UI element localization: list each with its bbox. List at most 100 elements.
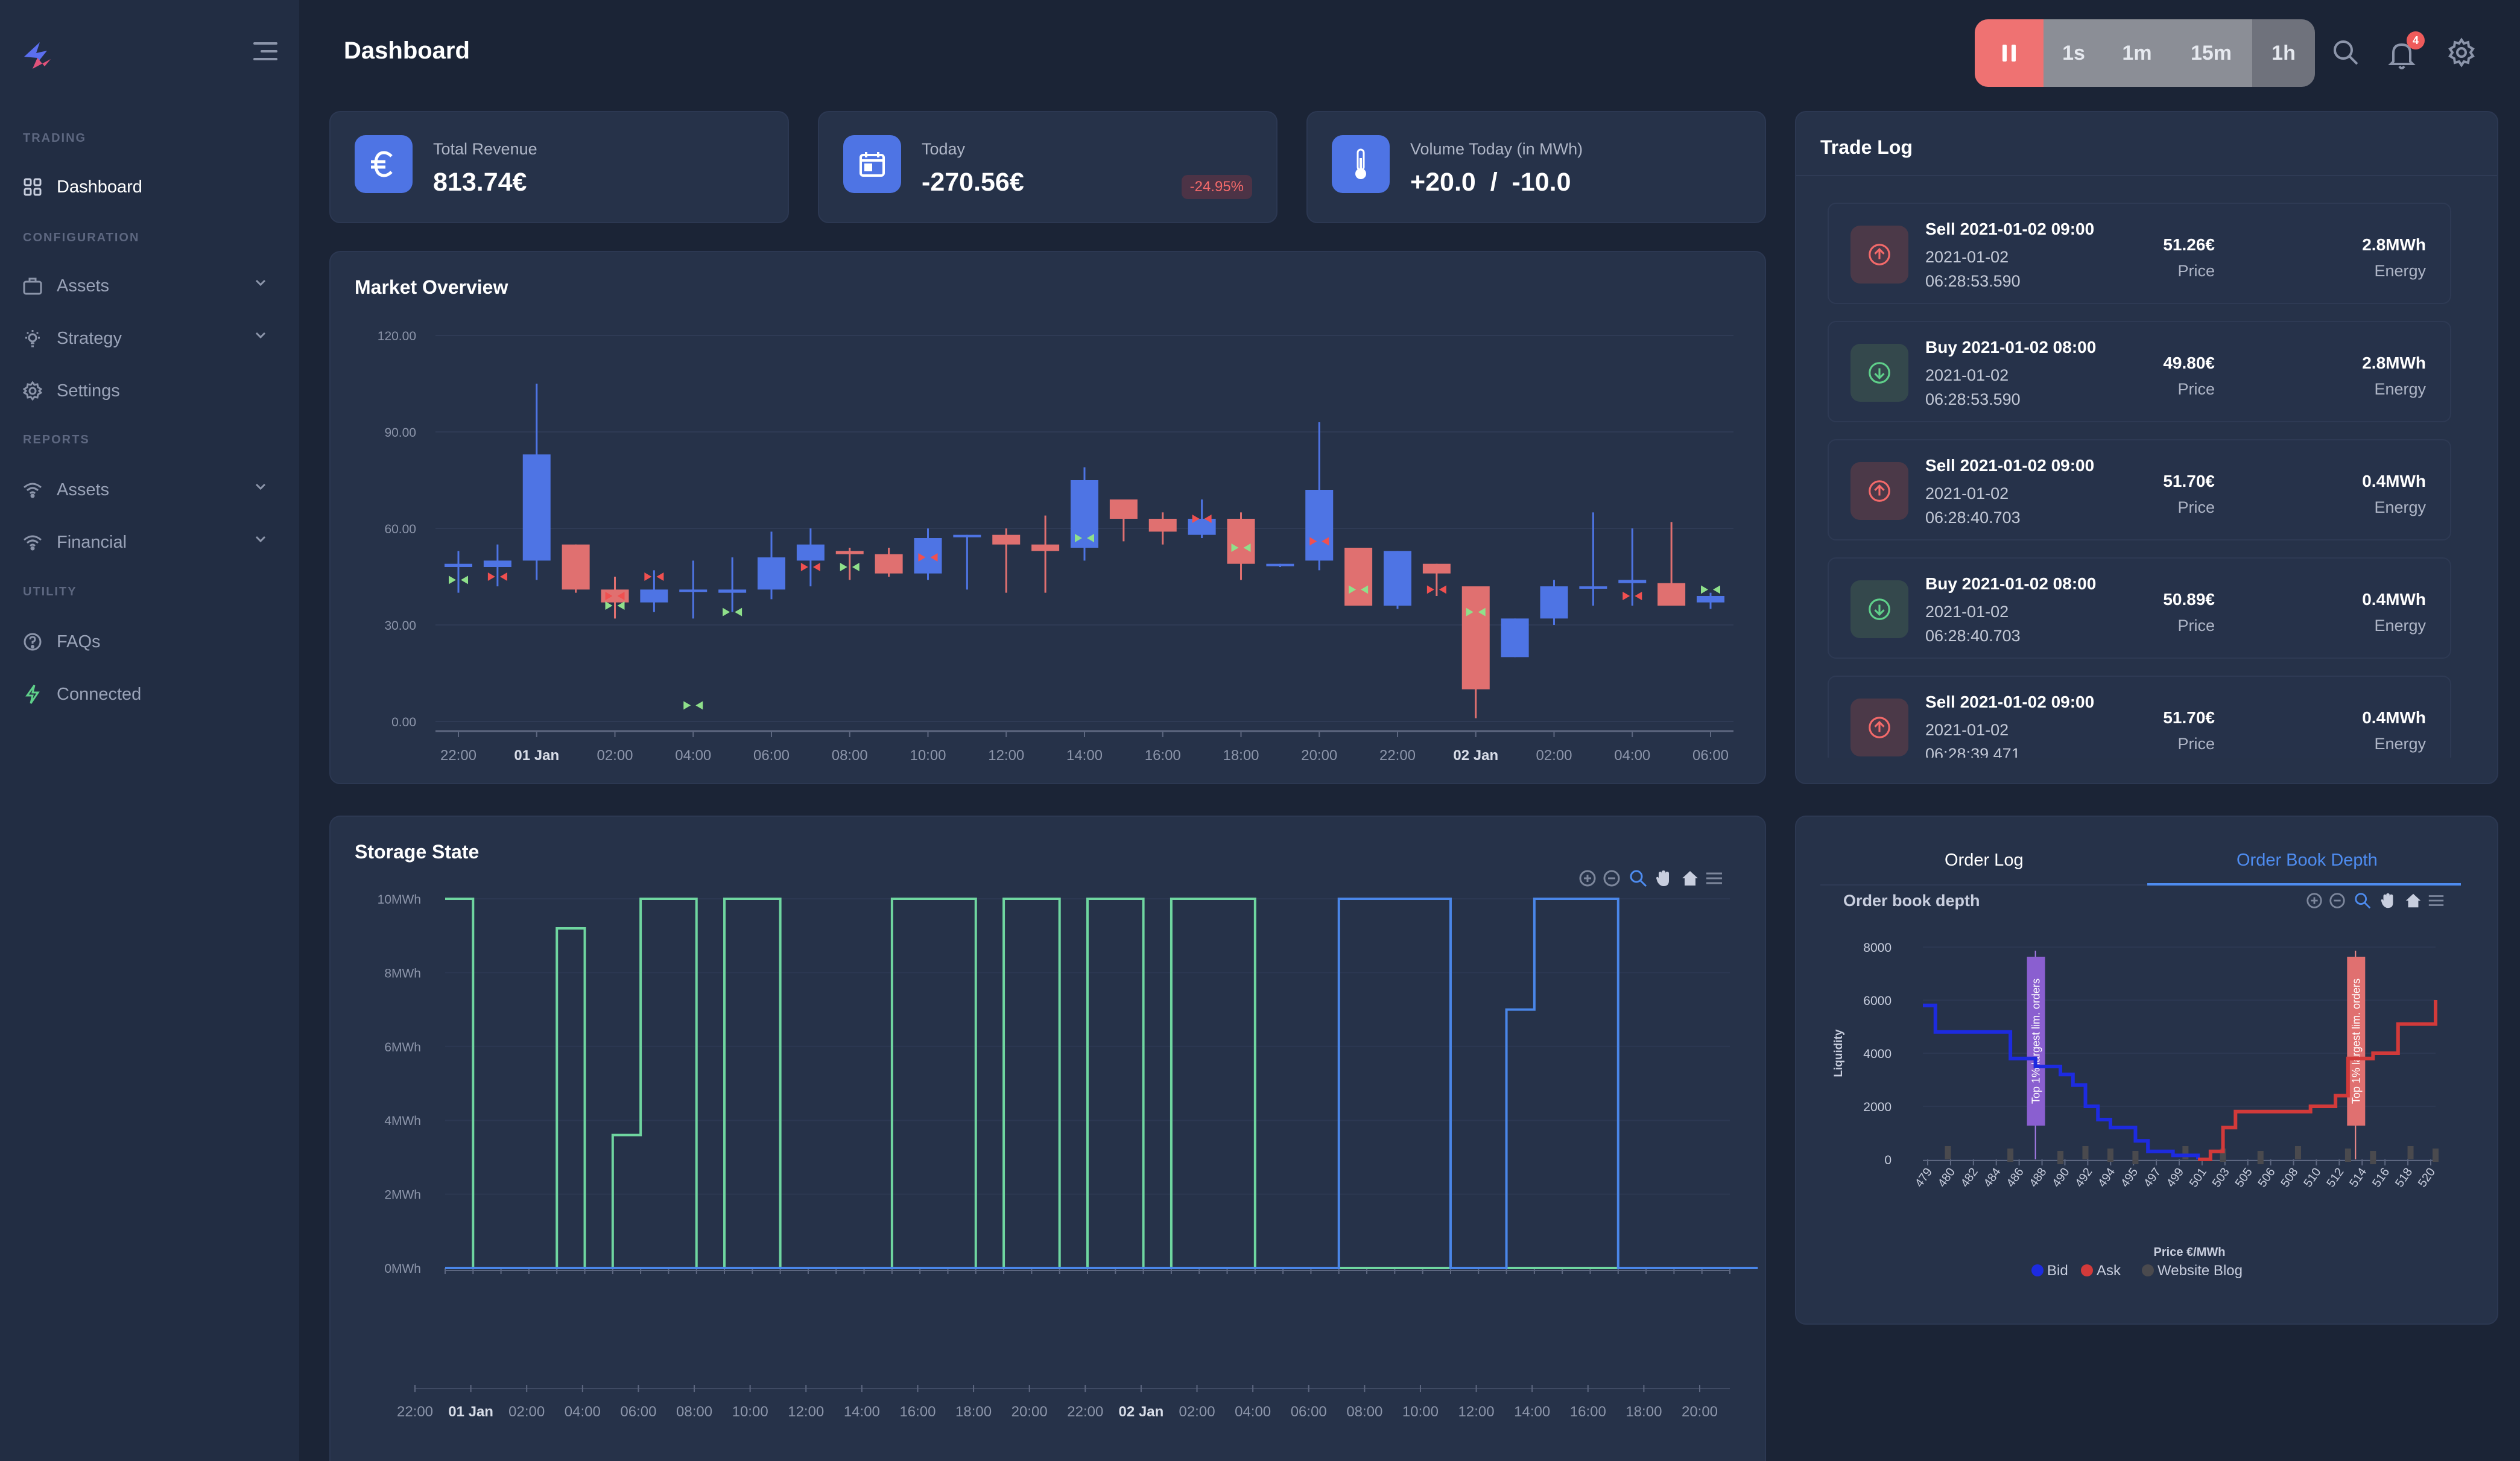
sidebar-item-faqs[interactable]: FAQs (22, 624, 275, 660)
x-tick-label: 06:00 (753, 747, 790, 764)
interval-1s-button[interactable]: 1s (2044, 19, 2104, 87)
menu-toggle-button[interactable] (253, 42, 277, 62)
zoom-in-icon[interactable] (2305, 892, 2323, 910)
pause-button[interactable] (1975, 19, 2044, 87)
trade-price: 49.80€ (2163, 353, 2215, 372)
search-icon[interactable] (2331, 37, 2361, 68)
menu-icon[interactable] (1705, 869, 1724, 888)
marker-arrow (1309, 537, 1317, 546)
x-tick-label: 12:00 (1458, 1404, 1495, 1420)
x-tick-label: 08:00 (832, 747, 868, 764)
candle-body (758, 557, 785, 590)
x-tick-label: 06:00 (620, 1404, 656, 1420)
stat-card-today: Today -270.56€ -24.95% (818, 111, 1277, 223)
stat-value: +20.0 / -10.0 (1410, 168, 1571, 197)
candle-body (875, 554, 903, 574)
sidebar-item-assets-report[interactable]: Assets (22, 472, 275, 508)
y-tick-label: 120.00 (378, 329, 416, 343)
y-axis-label: Liquidity (1832, 1029, 1845, 1077)
home-reset-icon[interactable] (1680, 869, 1700, 888)
sidebar-item-strategy[interactable]: Strategy (22, 320, 275, 357)
x-tick-label: 514 (2347, 1165, 2369, 1190)
candle-body (679, 589, 708, 592)
x-tick-label: 497 (2141, 1165, 2164, 1190)
candle-body (1031, 544, 1060, 551)
x-tick-label: 12:00 (788, 1404, 824, 1420)
interval-15m-button[interactable]: 15m (2170, 19, 2252, 87)
x-tick-label: 495 (2118, 1165, 2141, 1190)
x-tick-label: 516 (2370, 1165, 2392, 1190)
trade-price: 51.26€ (2163, 235, 2215, 254)
sidebar-item-label: Connected (57, 684, 142, 704)
marker-arrow (735, 607, 742, 616)
legend-marker[interactable] (2142, 1264, 2154, 1276)
candle-body (1071, 480, 1098, 548)
menu-icon[interactable] (2427, 892, 2445, 910)
marker-arrow (461, 575, 468, 585)
stat-card-volume: Volume Today (in MWh) +20.0 / -10.0 (1306, 111, 1766, 223)
x-tick-label: 494 (2095, 1165, 2118, 1190)
x-tick-label: 02:00 (1179, 1404, 1215, 1420)
sidebar-item-settings[interactable]: Settings (22, 373, 275, 409)
y-tick-label: 4000 (1863, 1047, 1892, 1061)
interval-1m-button[interactable]: 1m (2104, 19, 2170, 87)
pan-hand-icon[interactable] (2379, 892, 2397, 910)
trade-date: 2021-01-02 (1925, 366, 2009, 384)
x-tick-label: 14:00 (1514, 1404, 1550, 1420)
website-blog-mark (1945, 1146, 1951, 1159)
marker-arrow (683, 701, 691, 710)
home-reset-icon[interactable] (2404, 892, 2422, 910)
app-logo[interactable] (19, 39, 55, 72)
candle-body (1148, 519, 1177, 532)
x-tick-label: 08:00 (676, 1404, 712, 1420)
storage-state-card: Storage State 10MWh 8MWh 6MWh 4MWh 2MWh 0MWh 2… (329, 816, 1766, 1461)
calendar-icon (843, 135, 901, 193)
trade-row[interactable]: Buy 2021-01-02 08:00 2021-01-02 06:28:53.5… (1828, 321, 2451, 422)
trade-log-card: Trade Log Sell 2021-01-02 09:00 2021-01-0… (1795, 111, 2498, 784)
interval-1h-button[interactable]: 1h (2252, 19, 2315, 87)
sidebar-item-label: Settings (57, 381, 120, 401)
sidebar-item-dashboard[interactable]: Dashboard (22, 169, 275, 205)
website-blog-mark (2257, 1151, 2264, 1164)
buy-marker (449, 575, 468, 585)
magnifier-icon[interactable] (2354, 892, 2372, 910)
zoom-out-icon[interactable] (1602, 869, 1621, 888)
stat-value: 813.74€ (433, 168, 527, 197)
marker-arrow (1087, 534, 1094, 542)
sidebar-item-connected[interactable]: Connected (22, 676, 275, 712)
pan-hand-icon[interactable] (1654, 869, 1673, 888)
y-tick-label: 2MWh (384, 1188, 421, 1202)
candle-body (1266, 563, 1294, 566)
zoom-out-icon[interactable] (2328, 892, 2346, 910)
notifications-button[interactable]: 4 (2387, 31, 2425, 70)
storage-state-title: Storage State (355, 841, 480, 863)
tab-order-book-depth[interactable]: Order Book Depth (2237, 851, 2378, 870)
candle-body (1461, 586, 1490, 689)
zoom-in-icon[interactable] (1578, 869, 1597, 888)
candle-body (1109, 499, 1138, 519)
magnifier-icon[interactable] (1629, 869, 1648, 888)
sell-marker (605, 592, 625, 600)
sidebar-item-label: Dashboard (57, 177, 142, 197)
sidebar-item-assets-config[interactable]: Assets (22, 268, 275, 304)
trade-row[interactable]: Buy 2021-01-02 08:00 2021-01-02 06:28:40.7… (1828, 557, 2451, 659)
trade-energy-label: Energy (2374, 735, 2426, 753)
marker-arrow (800, 563, 808, 571)
trade-timestamp: 2021-01-02 06:28:40.703 (1925, 481, 2021, 530)
settings-gear-icon[interactable] (2446, 37, 2477, 68)
buy-marker (1701, 585, 1720, 594)
sidebar-item-financial[interactable]: Financial (22, 524, 275, 560)
tab-order-log[interactable]: Order Log (1945, 851, 2024, 870)
trade-date: 2021-01-02 (1925, 603, 2009, 621)
trade-title: Sell 2021-01-02 09:00 (1925, 692, 2095, 711)
trade-row[interactable]: Sell 2021-01-02 09:00 2021-01-02 06:28:53.… (1828, 203, 2451, 304)
legend-marker[interactable] (2081, 1264, 2093, 1276)
legend-marker[interactable] (2031, 1264, 2044, 1276)
x-tick-label: 482 (1958, 1165, 1981, 1190)
trade-row[interactable]: Sell 2021-01-02 09:00 2021-01-02 06:28:40.… (1828, 439, 2451, 540)
trade-energy: 2.8MWh (2362, 353, 2426, 372)
x-tick-label: 508 (2278, 1165, 2300, 1190)
website-blog-mark (2132, 1151, 2139, 1164)
buy-marker (1349, 585, 1369, 594)
trade-row[interactable]: Sell 2021-01-02 09:00 2021-01-02 06:28:39.… (1828, 676, 2451, 758)
